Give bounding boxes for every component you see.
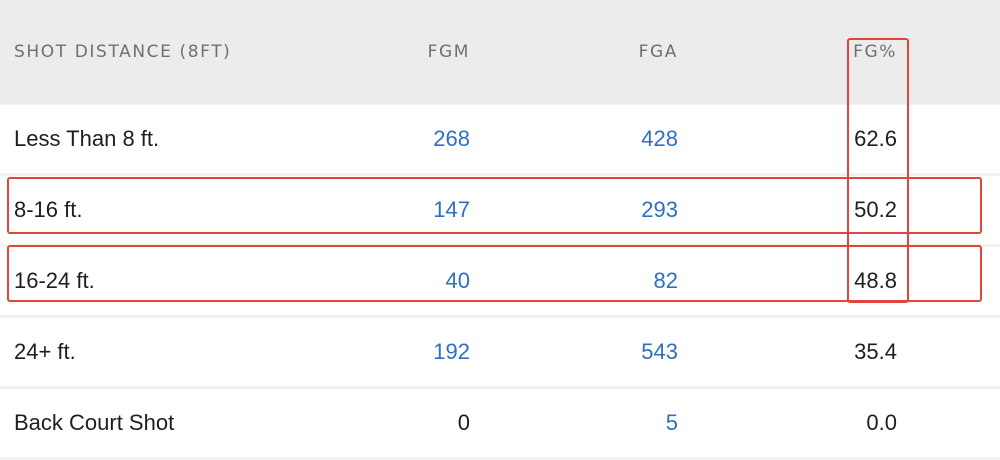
fga-link[interactable]: 428 (641, 126, 678, 151)
fgm-link[interactable]: 40 (445, 268, 470, 293)
fg-pct-cell: 62.6 (854, 126, 897, 151)
distance-cell: 24+ ft. (14, 339, 76, 364)
header-fga[interactable]: FGA (638, 42, 678, 62)
distance-cell: 16-24 ft. (14, 268, 95, 293)
table-header: SHOT DISTANCE (8FT) FGM FGA FG% (0, 0, 1000, 104)
distance-cell: 8-16 ft. (14, 197, 83, 222)
header-fg-pct[interactable]: FG% (853, 42, 897, 62)
header-shot-distance[interactable]: SHOT DISTANCE (8FT) (14, 42, 232, 62)
distance-cell: Back Court Shot (14, 410, 175, 435)
fg-pct-cell: 35.4 (854, 339, 897, 364)
table-row: 8-16 ft. 147 293 50.2 (0, 176, 1000, 244)
fga-link[interactable]: 543 (641, 339, 678, 364)
fg-pct-cell: 48.8 (854, 268, 897, 293)
table-row: Back Court Shot 0 5 0.0 (0, 389, 1000, 457)
fgm-link[interactable]: 147 (433, 197, 470, 222)
header-fgm[interactable]: FGM (427, 42, 470, 62)
fgm-value: 0 (457, 410, 470, 435)
fg-pct-cell: 50.2 (854, 197, 897, 222)
fga-link[interactable]: 82 (653, 268, 678, 293)
fgm-link[interactable]: 192 (433, 339, 470, 364)
fg-pct-cell: 0.0 (866, 410, 897, 435)
fga-link[interactable]: 5 (665, 410, 678, 435)
table-row: Less Than 8 ft. 268 428 62.6 (0, 105, 1000, 173)
distance-cell: Less Than 8 ft. (14, 126, 160, 151)
fgm-link[interactable]: 268 (433, 126, 470, 151)
table-row: 16-24 ft. 40 82 48.8 (0, 247, 1000, 315)
fga-link[interactable]: 293 (641, 197, 678, 222)
table-row: 24+ ft. 192 543 35.4 (0, 318, 1000, 386)
